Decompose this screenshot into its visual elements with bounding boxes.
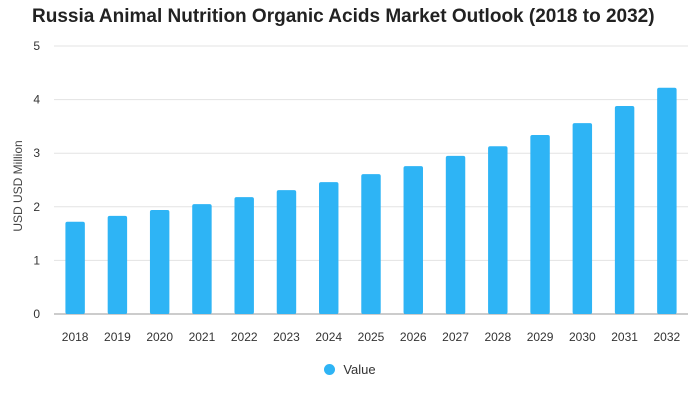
x-tick-label: 2031: [611, 330, 638, 344]
x-tick-label: 2030: [569, 330, 596, 344]
bar-2023: [276, 190, 297, 314]
bar-2024: [319, 182, 339, 314]
bar-2018: [65, 221, 85, 314]
x-tick-label: 2028: [484, 330, 511, 344]
y-tick-label: 0: [33, 307, 40, 321]
y-tick-label: 3: [33, 146, 40, 160]
bars: [65, 87, 677, 315]
bar-2031: [614, 106, 635, 314]
y-axis-label: USD USD Million: [11, 140, 25, 231]
bar-2032: [657, 87, 677, 314]
bar-2020: [149, 210, 170, 314]
x-tick-label: 2027: [442, 330, 469, 344]
x-tick-label: 2024: [315, 330, 342, 344]
y-tick-label: 4: [33, 93, 40, 107]
x-tick-label: 2025: [358, 330, 385, 344]
bar-2025: [361, 174, 381, 314]
bar-2030: [572, 123, 593, 315]
y-tick-label: 1: [33, 253, 40, 267]
bar-2027: [445, 155, 466, 314]
y-axis: 0 1 2 3 4 5: [33, 39, 40, 321]
y-tick-label: 2: [33, 200, 40, 214]
bar-2019: [107, 215, 128, 314]
legend-marker: [324, 364, 336, 375]
x-tick-label: 2021: [189, 330, 216, 344]
chart-title: Russia Animal Nutrition Organic Acids Ma…: [32, 6, 655, 27]
bar-2026: [403, 166, 423, 314]
x-tick-label: 2023: [273, 330, 300, 344]
x-tick-label: 2018: [62, 330, 89, 344]
bar-2022: [234, 197, 254, 314]
y-tick-label: 5: [33, 39, 40, 53]
legend: Value: [0, 362, 700, 377]
bar-2028: [488, 146, 508, 314]
x-axis: 2018 2019 2020 2021 2022 2023 2024 2025 2026 2027…: [62, 330, 681, 344]
bar-2029: [530, 134, 550, 314]
x-tick-label: 2029: [527, 330, 554, 344]
x-tick-label: 2032: [654, 330, 681, 344]
bar-2021: [192, 204, 212, 314]
x-tick-label: 2026: [400, 330, 427, 344]
x-tick-label: 2019: [104, 330, 131, 344]
legend-label: Value: [343, 362, 376, 377]
x-tick-label: 2020: [146, 330, 173, 344]
x-tick-label: 2022: [231, 330, 258, 344]
